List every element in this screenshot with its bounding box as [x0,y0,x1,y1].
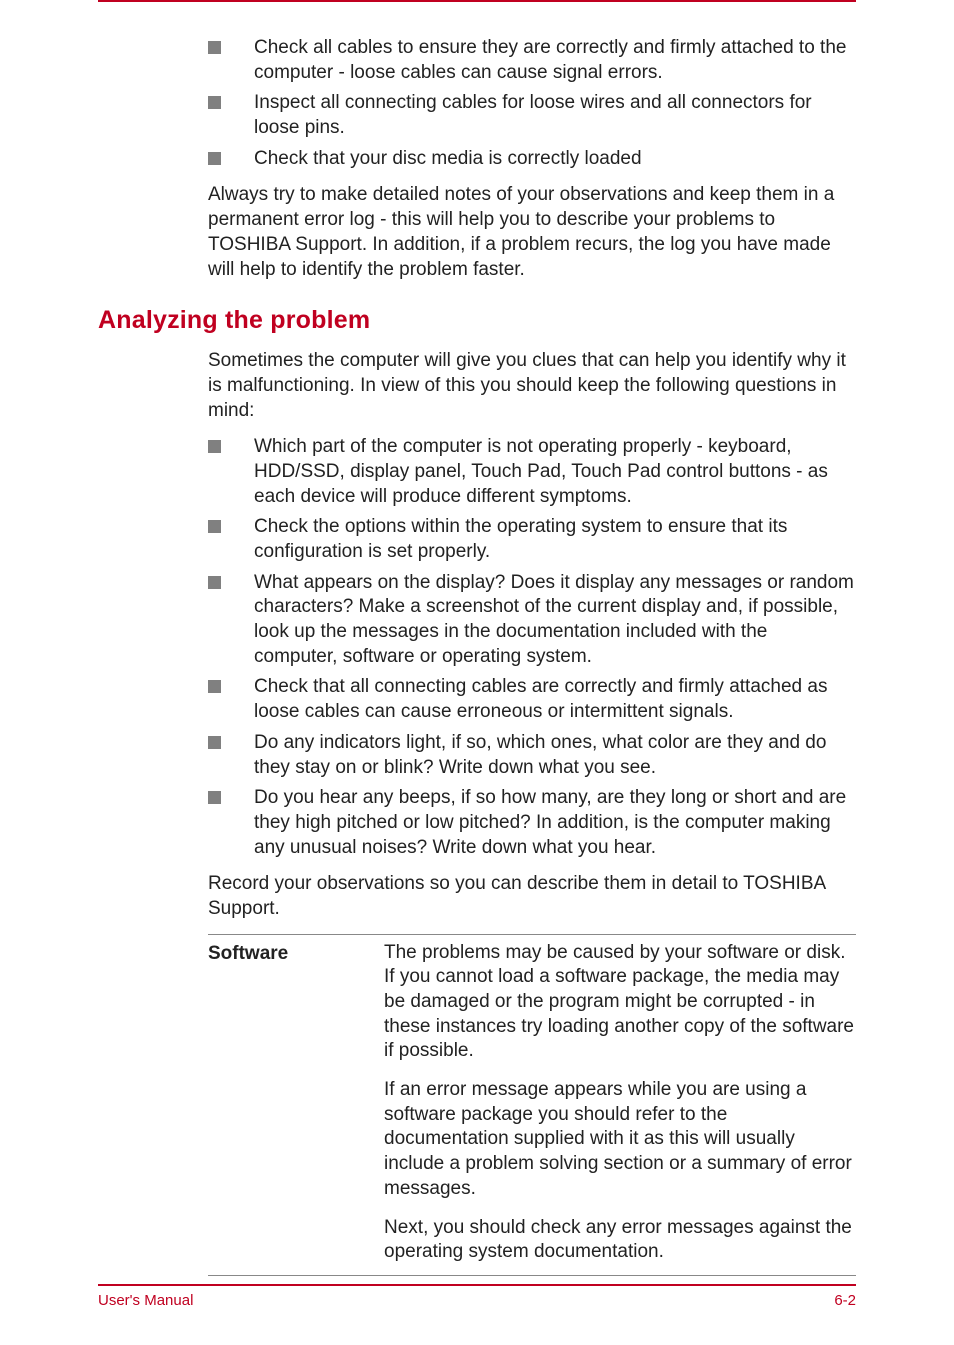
list-item: Do any indicators light, if so, which on… [208,731,856,780]
list-item-text: Do you hear any beeps, if so how many, a… [254,787,846,857]
section-heading: Analyzing the problem [98,306,856,335]
list-item: Do you hear any beeps, if so how many, a… [208,786,856,860]
list-item-text: Check all cables to ensure they are corr… [254,37,846,83]
list-item-text: Check the options within the operating s… [254,516,787,562]
section-bullet-list: Which part of the computer is not operat… [208,435,856,860]
footer-left: User's Manual [98,1292,193,1309]
list-item-text: What appears on the display? Does it dis… [254,572,854,667]
list-item: Inspect all connecting cables for loose … [208,91,856,140]
table-label: Software [208,941,384,1269]
table-value: The problems may be caused by your softw… [384,941,856,1269]
top-rule [98,0,856,2]
top-content-block: Check all cables to ensure they are corr… [208,36,856,282]
table-paragraph: If an error message appears while you ar… [384,1078,856,1201]
section-content-block: Sometimes the computer will give you clu… [208,349,856,921]
table-paragraph: The problems may be caused by your softw… [384,941,856,1064]
square-bullet-icon [208,680,221,693]
top-bullet-list: Check all cables to ensure they are corr… [208,36,856,171]
table-row: Software The problems may be caused by y… [208,935,856,1275]
footer-right: 6-2 [834,1292,856,1309]
square-bullet-icon [208,791,221,804]
table-rule-bottom [208,1275,856,1276]
list-item: Check that your disc media is correctly … [208,147,856,172]
list-item: Check that all connecting cables are cor… [208,675,856,724]
square-bullet-icon [208,440,221,453]
list-item-text: Do any indicators light, if so, which on… [254,732,826,778]
list-item-text: Which part of the computer is not operat… [254,436,828,506]
list-item: Check all cables to ensure they are corr… [208,36,856,85]
square-bullet-icon [208,41,221,54]
list-item-text: Check that your disc media is correctly … [254,148,642,169]
square-bullet-icon [208,576,221,589]
list-item-text: Check that all connecting cables are cor… [254,676,827,722]
section-outro: Record your observations so you can desc… [208,872,856,921]
square-bullet-icon [208,736,221,749]
page-footer: User's Manual 6-2 [98,1284,856,1309]
list-item: What appears on the display? Does it dis… [208,571,856,670]
square-bullet-icon [208,520,221,533]
square-bullet-icon [208,152,221,165]
top-paragraph: Always try to make detailed notes of you… [208,183,856,282]
table-paragraph: Next, you should check any error message… [384,1216,856,1265]
list-item: Check the options within the operating s… [208,515,856,564]
section-intro: Sometimes the computer will give you clu… [208,349,856,423]
list-item: Which part of the computer is not operat… [208,435,856,509]
square-bullet-icon [208,96,221,109]
list-item-text: Inspect all connecting cables for loose … [254,92,812,138]
software-table: Software The problems may be caused by y… [208,934,856,1276]
